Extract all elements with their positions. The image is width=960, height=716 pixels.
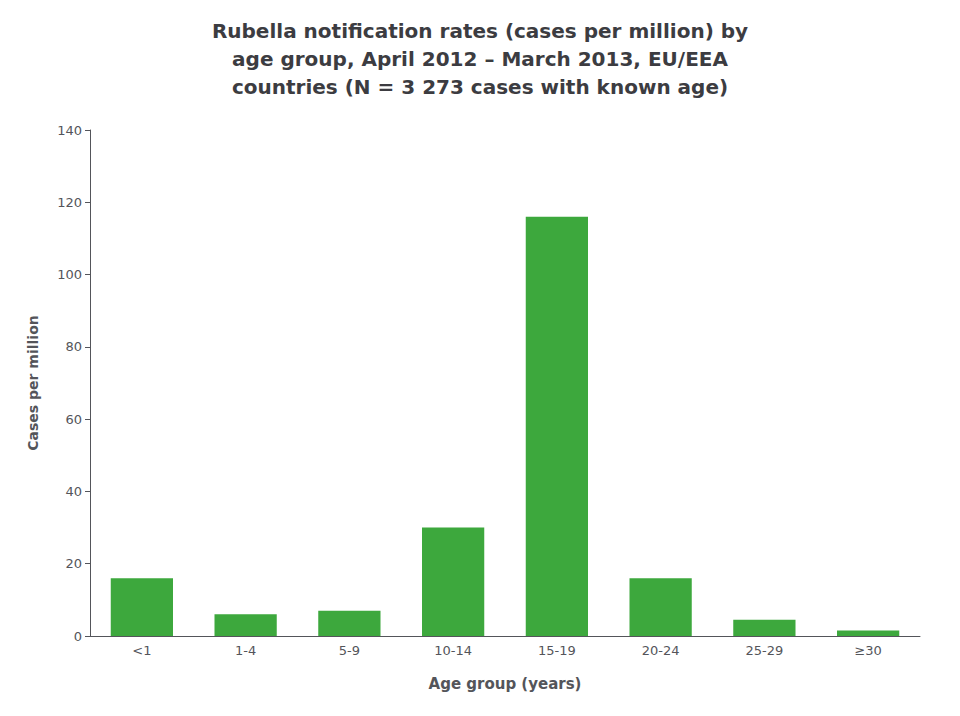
svg-text:<1: <1 bbox=[132, 643, 151, 658]
svg-text:25-29: 25-29 bbox=[745, 643, 783, 658]
svg-text:countries (N = 3 273 cases wit: countries (N = 3 273 cases with known ag… bbox=[232, 75, 728, 99]
svg-text:1-4: 1-4 bbox=[235, 643, 256, 658]
svg-text:120: 120 bbox=[57, 195, 82, 210]
svg-text:Cases per million: Cases per million bbox=[25, 315, 41, 450]
svg-text:80: 80 bbox=[65, 339, 82, 354]
svg-text:15-19: 15-19 bbox=[538, 643, 576, 658]
svg-text:Rubella notification rates (ca: Rubella notification rates (cases per mi… bbox=[212, 19, 748, 43]
svg-text:age group, April 2012 – March: age group, April 2012 – March 2013, EU/E… bbox=[232, 47, 728, 71]
svg-text:10-14: 10-14 bbox=[434, 643, 472, 658]
svg-text:5-9: 5-9 bbox=[339, 643, 360, 658]
svg-text:140: 140 bbox=[57, 123, 82, 138]
svg-text:60: 60 bbox=[65, 412, 82, 427]
svg-text:20-24: 20-24 bbox=[642, 643, 680, 658]
svg-text:0: 0 bbox=[74, 629, 82, 644]
svg-text:40: 40 bbox=[65, 484, 82, 499]
svg-text:20: 20 bbox=[65, 556, 82, 571]
svg-text:Age group (years): Age group (years) bbox=[429, 675, 582, 693]
svg-text:100: 100 bbox=[57, 267, 82, 282]
svg-text:≥30: ≥30 bbox=[854, 643, 881, 658]
